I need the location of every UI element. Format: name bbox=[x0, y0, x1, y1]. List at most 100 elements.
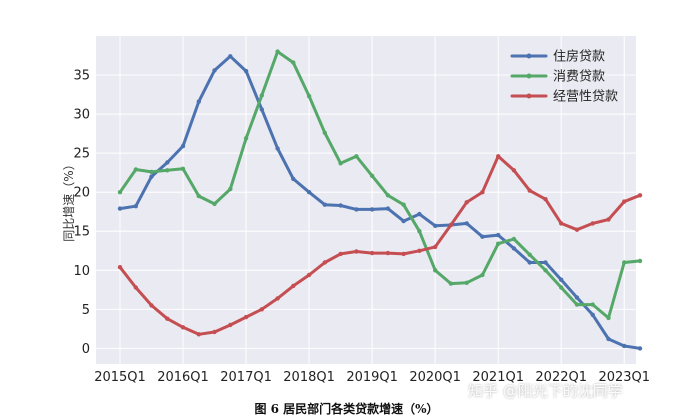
data-point bbox=[306, 190, 312, 195]
x-tick-label: 2017Q1 bbox=[220, 370, 272, 385]
data-point bbox=[306, 272, 312, 278]
data-point bbox=[417, 248, 422, 253]
data-point bbox=[511, 168, 517, 173]
legend-marker bbox=[526, 53, 532, 59]
data-point bbox=[228, 54, 233, 59]
data-point bbox=[464, 200, 469, 205]
data-point bbox=[401, 202, 406, 207]
data-point bbox=[180, 325, 186, 330]
data-point bbox=[291, 283, 296, 289]
y-axis-title: 同比增速（%） bbox=[62, 158, 76, 241]
data-point bbox=[133, 167, 138, 172]
data-point bbox=[448, 222, 454, 228]
data-point bbox=[433, 223, 438, 228]
data-point bbox=[117, 190, 123, 195]
data-point bbox=[385, 193, 391, 198]
data-point bbox=[417, 211, 422, 217]
data-point bbox=[385, 206, 391, 211]
data-point bbox=[369, 250, 375, 256]
legend-marker bbox=[526, 93, 532, 99]
data-point bbox=[574, 295, 580, 300]
data-point bbox=[275, 49, 280, 54]
legend-label: 消费贷款 bbox=[553, 70, 605, 85]
data-point bbox=[117, 206, 123, 211]
data-point bbox=[590, 312, 595, 317]
data-point bbox=[543, 197, 548, 202]
y-tick-label: 25 bbox=[73, 147, 90, 162]
data-point bbox=[196, 193, 201, 199]
data-point bbox=[464, 280, 469, 285]
plot-area bbox=[96, 36, 636, 364]
data-point bbox=[322, 260, 327, 265]
x-tick-label: 2020Q1 bbox=[409, 370, 461, 385]
data-point bbox=[369, 207, 375, 212]
data-point bbox=[133, 285, 138, 290]
y-tick-label: 30 bbox=[73, 108, 90, 123]
x-tick-label: 2016Q1 bbox=[157, 370, 209, 385]
data-point bbox=[228, 186, 233, 192]
data-point bbox=[496, 154, 501, 159]
data-point bbox=[149, 169, 154, 175]
data-point bbox=[527, 188, 532, 193]
data-point bbox=[228, 322, 233, 328]
legend-item: 经营性贷款 bbox=[510, 90, 618, 105]
grid bbox=[96, 36, 636, 364]
series-3 bbox=[117, 154, 643, 337]
data-point bbox=[259, 93, 264, 98]
data-point bbox=[574, 227, 580, 232]
data-point bbox=[480, 272, 485, 278]
data-point bbox=[243, 68, 249, 74]
series-line bbox=[118, 50, 642, 320]
data-point bbox=[433, 244, 438, 250]
figure-caption: 图 6 居民部门各类贷款增速（%） bbox=[254, 402, 439, 416]
x-tick-label: 2018Q1 bbox=[283, 370, 335, 385]
data-point bbox=[511, 236, 517, 242]
data-point bbox=[259, 307, 264, 312]
data-point bbox=[543, 260, 548, 265]
data-point bbox=[165, 316, 170, 321]
data-point bbox=[259, 107, 264, 112]
data-point bbox=[401, 218, 406, 224]
data-point bbox=[574, 302, 580, 307]
data-point bbox=[637, 258, 643, 264]
y-tick-label: 5 bbox=[82, 303, 90, 318]
x-tick-label: 2022Q1 bbox=[535, 370, 587, 385]
data-point bbox=[637, 346, 643, 351]
data-point bbox=[212, 68, 217, 73]
data-point bbox=[606, 336, 611, 342]
data-point bbox=[243, 136, 249, 141]
data-point bbox=[212, 201, 217, 207]
y-tick-label: 15 bbox=[73, 225, 90, 240]
data-point bbox=[117, 265, 123, 270]
series-1 bbox=[117, 54, 643, 351]
x-axis: 2015Q1 2016Q1 2017Q1 2018Q1 2019Q1 2020Q1 2021… bbox=[94, 370, 650, 385]
data-point bbox=[338, 161, 343, 166]
data-point bbox=[464, 221, 469, 226]
data-point bbox=[496, 241, 501, 246]
data-point bbox=[149, 303, 154, 308]
data-point bbox=[322, 130, 327, 135]
data-point bbox=[527, 252, 532, 257]
data-point bbox=[180, 143, 186, 149]
data-point bbox=[496, 232, 501, 238]
y-tick-label: 35 bbox=[73, 69, 90, 84]
series-2 bbox=[117, 49, 643, 321]
data-point bbox=[606, 315, 611, 321]
watermark: 知乎 @阳光下的沈同学 bbox=[468, 382, 623, 400]
data-point bbox=[559, 285, 564, 290]
x-tick-label: 2021Q1 bbox=[472, 370, 524, 385]
data-point bbox=[385, 250, 391, 256]
data-point bbox=[243, 314, 249, 320]
data-point bbox=[480, 234, 485, 239]
data-point bbox=[354, 154, 359, 159]
data-point bbox=[480, 190, 485, 195]
data-point bbox=[275, 146, 280, 151]
data-point bbox=[180, 166, 186, 171]
data-point bbox=[165, 168, 170, 173]
data-point bbox=[306, 93, 312, 99]
y-tick-label: 0 bbox=[82, 342, 90, 357]
data-point bbox=[291, 60, 296, 65]
x-tick-label: 2015Q1 bbox=[94, 370, 146, 385]
data-point bbox=[196, 99, 201, 104]
